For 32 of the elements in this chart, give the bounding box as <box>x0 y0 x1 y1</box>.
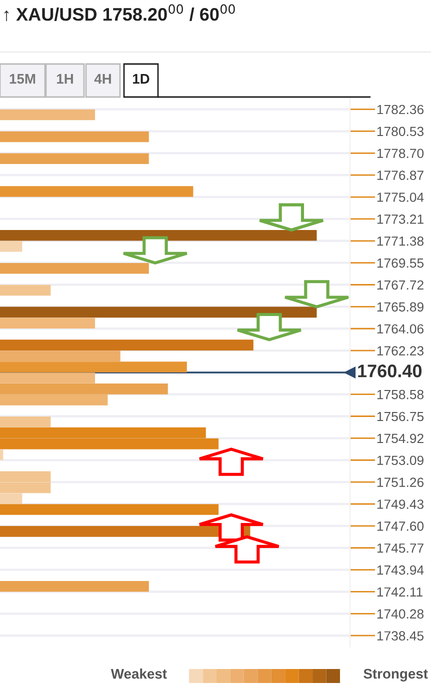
y-tick-label: 1773.21 <box>377 214 424 224</box>
y-tick-label: 1782.36 <box>377 104 424 114</box>
y-tick-label: 1738.45 <box>377 631 424 641</box>
text: 1D <box>133 74 150 84</box>
y-tick-label: 1758.58 <box>377 390 424 400</box>
y-tick-label: 1780.53 <box>377 126 424 136</box>
y-tick-label: 1776.87 <box>377 170 424 180</box>
y-tick-label: 1775.04 <box>377 192 424 202</box>
y-tick-label: 1742.11 <box>377 587 422 597</box>
y-tick-label: 1743.94 <box>377 565 424 575</box>
y-tick-label: 1756.75 <box>377 412 424 422</box>
y-tick-label: 1754.92 <box>377 434 424 444</box>
y-tick-label: 1740.28 <box>377 609 424 619</box>
y-tick-label: 1764.06 <box>377 324 424 334</box>
text: 15M <box>10 74 36 84</box>
text: Weakest <box>110 668 167 679</box>
y-tick-label: 1747.60 <box>377 522 424 531</box>
y-tick-label: 1753.09 <box>377 456 424 466</box>
chart-title: ↑ XAU/USD 1758.20$^{00}$ / 60$^{00}$ <box>4 4 235 22</box>
y-tick-label: 1767.72 <box>377 280 424 290</box>
y-tick-label: 1778.70 <box>377 148 424 158</box>
ref-line-label: 1760.40 <box>358 364 422 378</box>
text: Strongest <box>364 668 428 682</box>
text: 1H <box>57 74 73 84</box>
y-tick-label: 1751.26 <box>377 478 424 487</box>
y-tick-label: 1745.77 <box>377 544 424 553</box>
y-tick-label: 1762.23 <box>377 346 424 356</box>
y-tick-label: 1749.43 <box>377 500 424 509</box>
y-tick-label: 1771.38 <box>377 236 424 246</box>
y-tick-label: 1765.89 <box>377 302 424 312</box>
text: 4H <box>94 74 111 84</box>
y-tick-label: 1769.55 <box>377 258 424 268</box>
